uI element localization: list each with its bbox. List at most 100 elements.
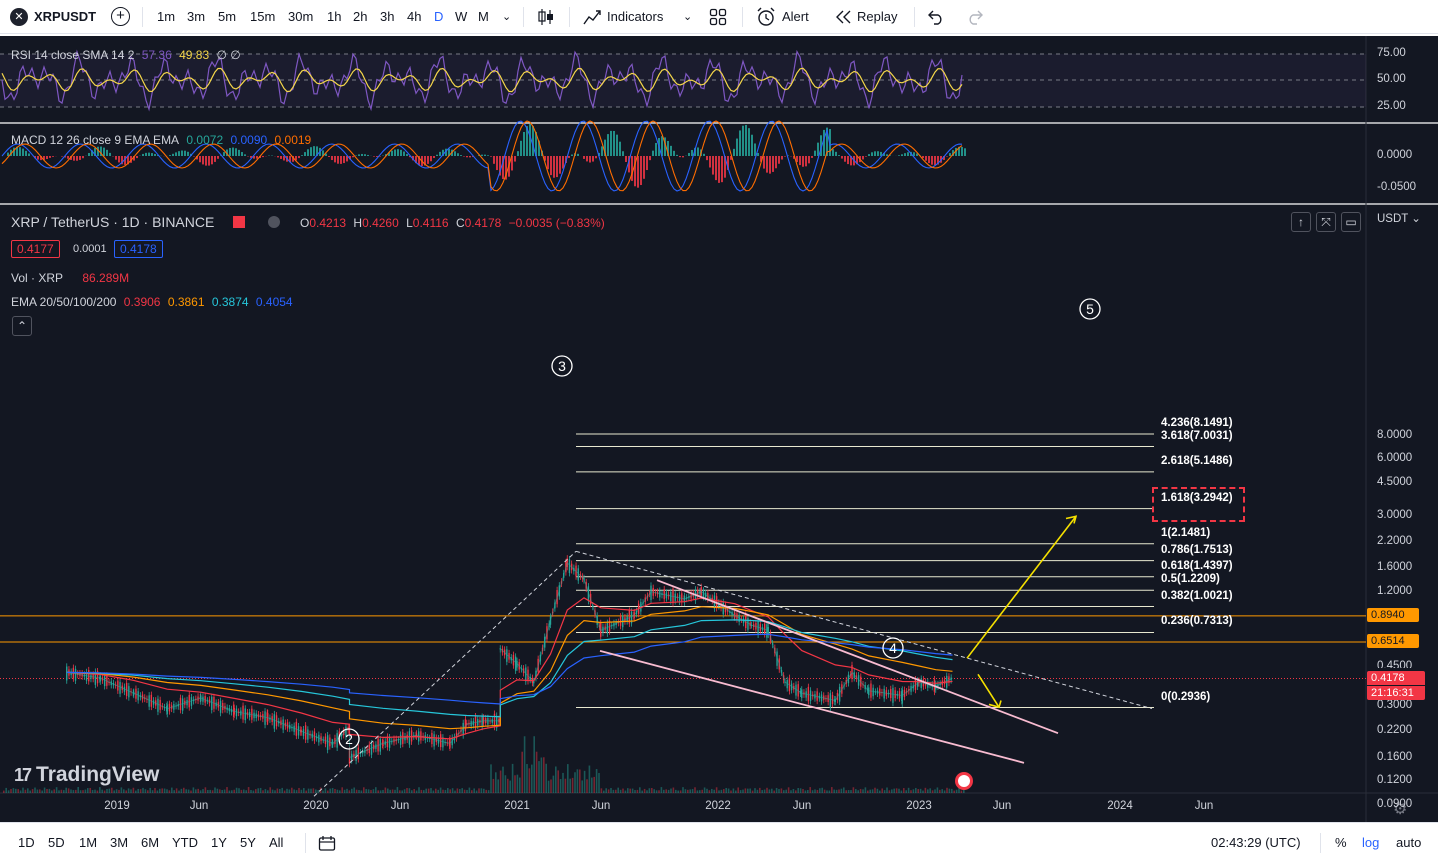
tradingview-watermark[interactable]: 17 TradingView	[14, 763, 159, 787]
interval-3h[interactable]: 3h	[380, 9, 395, 24]
macd-histogram-bar	[811, 156, 813, 158]
utc-clock[interactable]: 02:43:29 (UTC)	[1211, 835, 1301, 850]
volume-bar	[163, 788, 166, 793]
volume-bar	[82, 790, 84, 793]
interval-d[interactable]: D	[434, 9, 444, 24]
volume-bar	[235, 787, 238, 793]
replay-rewind-icon[interactable]	[834, 9, 852, 25]
chart-area[interactable]: 3 2 4 5 RSI 14 close SMA 14 2 57.36 49.83 ∅…	[0, 36, 1438, 837]
rsi-legend[interactable]: RSI 14 close SMA 14 2 57.36 49.83 ∅ ∅	[11, 48, 245, 62]
fib-level-label: 1(2.1481)	[1161, 526, 1211, 539]
macd-histogram-bar	[625, 156, 627, 163]
volume-bar	[514, 775, 516, 793]
symbol-legend[interactable]: XRP / TetherUS · 1D · BINANCE	[11, 214, 218, 230]
chevron-down-icon[interactable]: ⌄	[683, 11, 693, 23]
ema-legend[interactable]: EMA 20/50/100/200 0.3906 0.3861 0.3874 0…	[11, 295, 297, 309]
compare-add-icon[interactable]: +	[111, 7, 130, 26]
volume-bar	[706, 788, 708, 793]
volume-bar	[226, 787, 228, 793]
volume-bar	[535, 751, 538, 793]
chart-canvas[interactable]: 3 2 4 5	[0, 36, 1438, 822]
range-1y[interactable]: 1Y	[211, 835, 227, 850]
range-6m[interactable]: 6M	[141, 835, 160, 850]
volume-bar	[538, 761, 540, 793]
currency-selector[interactable]: USDT ⌄	[1377, 213, 1421, 225]
volume-bar	[384, 787, 387, 793]
volume-bar	[283, 790, 286, 793]
percent-scale-toggle[interactable]: %	[1335, 835, 1347, 850]
close-value: 0.4178	[464, 216, 502, 230]
move-pane-up-icon[interactable]: ↑	[1291, 212, 1311, 232]
interval-3m[interactable]: 3m	[187, 9, 206, 24]
interval-1m[interactable]: 1m	[157, 9, 176, 24]
collapse-legend-icon[interactable]: ⌃	[12, 316, 32, 336]
macd-histogram-bar	[436, 154, 438, 156]
buy-price-box[interactable]: 0.4178	[114, 240, 163, 258]
macd-histogram-bar	[97, 146, 99, 156]
macd-histogram-bar	[553, 156, 555, 178]
range-5y[interactable]: 5Y	[240, 835, 256, 850]
interval-4h[interactable]: 4h	[407, 9, 422, 24]
macd-histogram-bar	[316, 146, 318, 156]
volume-bar	[125, 790, 127, 793]
range-5d[interactable]: 5D	[48, 835, 65, 850]
macd-histogram-bar	[127, 156, 129, 165]
undo-icon[interactable]	[927, 9, 945, 25]
interval-30m[interactable]: 30m	[288, 9, 314, 24]
log-scale-toggle[interactable]: log	[1362, 835, 1380, 850]
macd-histogram-bar	[25, 150, 27, 156]
symbol-search-button[interactable]: XRPUSDT	[34, 9, 97, 24]
range-1m[interactable]: 1M	[79, 835, 98, 850]
alarm-clock-icon[interactable]	[755, 6, 777, 28]
volume-bar	[379, 790, 382, 793]
range-3m[interactable]: 3M	[110, 835, 129, 850]
projection-arrow-down	[977, 673, 1000, 708]
collapse-pane-icon[interactable]: ⤧	[1316, 212, 1336, 232]
interval-m[interactable]: M	[478, 9, 489, 24]
volume-legend[interactable]: Vol · XRP 86.289M	[11, 271, 133, 285]
volume-bar	[300, 789, 303, 793]
volume-bar	[154, 787, 156, 793]
macd-histogram-bar	[391, 150, 393, 156]
volume-bar	[228, 790, 231, 793]
candle-body	[801, 689, 803, 698]
interval-1h[interactable]: 1h	[327, 9, 342, 24]
macd-histogram-bar	[697, 147, 699, 156]
interval-5m[interactable]: 5m	[218, 9, 237, 24]
volume-bar	[5, 787, 7, 793]
macd-histogram-bar	[154, 153, 156, 156]
maximize-pane-icon[interactable]: ▭	[1341, 212, 1361, 232]
interval-w[interactable]: W	[455, 9, 468, 24]
volume-bar	[195, 789, 197, 793]
macd-histogram-bar	[124, 156, 126, 165]
volume-bar	[723, 789, 725, 793]
layout-grid-icon[interactable]	[709, 8, 727, 26]
gear-icon[interactable]: ⚙	[1393, 801, 1408, 818]
replay-button[interactable]: Replay	[857, 9, 898, 24]
macd-histogram-bar	[187, 151, 189, 156]
macd-legend[interactable]: MACD 12 26 close 9 EMA EMA 0.0072 0.0090…	[11, 133, 315, 147]
ema200-value: 0.4054	[255, 295, 293, 309]
volume-bar	[173, 790, 175, 793]
go-to-date-icon[interactable]	[318, 835, 336, 851]
redo-icon[interactable]	[966, 9, 984, 25]
interval-15m[interactable]: 15m	[250, 9, 276, 24]
volume-bar	[955, 789, 958, 793]
macd-histogram-bar	[511, 156, 513, 171]
indicators-button[interactable]: Indicators	[607, 9, 664, 24]
auto-scale-toggle[interactable]: auto	[1396, 835, 1422, 850]
interval-2h[interactable]: 2h	[353, 9, 368, 24]
sell-price-box[interactable]: 0.4177	[11, 240, 60, 258]
chevron-down-icon[interactable]: ⌄	[502, 11, 512, 23]
range-ytd[interactable]: YTD	[172, 835, 198, 850]
volume-bar	[591, 777, 593, 793]
macd-histogram-bar	[766, 156, 768, 173]
candle-body	[872, 687, 874, 697]
time-axis-label: Jun	[390, 800, 410, 812]
candlestick-chart-type-icon[interactable]	[536, 7, 556, 27]
alert-button[interactable]: Alert	[782, 9, 809, 24]
range-all[interactable]: All	[269, 835, 284, 850]
range-1d[interactable]: 1D	[18, 835, 35, 850]
candle-body	[829, 693, 832, 708]
indicators-icon[interactable]	[582, 7, 604, 27]
